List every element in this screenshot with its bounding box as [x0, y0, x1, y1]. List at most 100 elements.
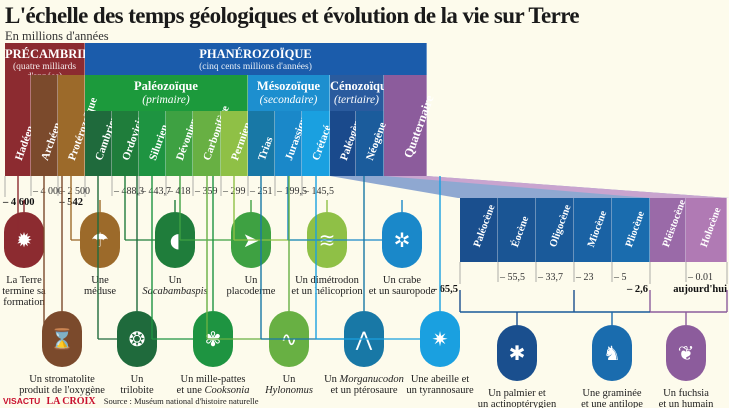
jellyfish-icon: ☂	[91, 228, 109, 252]
period-band: Permien	[221, 111, 254, 176]
event-label-text: et un ptérosaure	[330, 385, 398, 396]
event-label-text: Un palmier et	[488, 388, 546, 399]
period-band: Hadéen	[5, 75, 36, 176]
boundary-label: aujourd'hui	[673, 284, 727, 295]
event-label: Un mille-pattes et une Cooksonia	[158, 374, 268, 396]
antelope-grass-icon: ♞	[603, 341, 621, 365]
event-label: Une méduse	[45, 275, 155, 297]
event-label-text: Un	[130, 374, 144, 385]
epoch-band: Miocène	[574, 198, 612, 262]
event-label-text: et une	[176, 385, 205, 396]
event-label-text: trilobite	[120, 385, 154, 396]
era-note: (secondaire)	[259, 94, 318, 106]
period-band: Archéen	[31, 75, 64, 176]
event-label-text: Une	[91, 275, 109, 286]
event-label: La Terre termine sa formation	[0, 275, 79, 308]
page-title: L'échelle des temps géologiques et évolu…	[5, 3, 580, 28]
event-icon-pill: ✲	[382, 212, 422, 268]
boundary-label: – 23	[576, 272, 594, 283]
event-icon-pill: ❦	[666, 325, 706, 381]
boundary-label: – 65,5	[431, 284, 458, 295]
event-label: Un placoderme	[196, 275, 306, 297]
event-label-text: Un	[324, 374, 340, 385]
la-croix-logo: LA CROIX	[46, 396, 96, 407]
boundary-label: – 4 000	[33, 186, 63, 197]
event-icon-pill: ✱	[497, 325, 537, 381]
earth-impact-icon: ✹	[15, 228, 33, 252]
period-band: Jurassique	[275, 110, 311, 176]
event-label-text: Un	[282, 374, 296, 385]
boundary-label: – 488,3	[114, 186, 144, 197]
event-label-text: Une graminée	[582, 388, 642, 399]
boundary-label: – 145,5	[304, 186, 334, 197]
epoch-band: Pliocène	[612, 198, 650, 262]
period-band: Ordovicien	[112, 109, 149, 176]
event-label: Un Morganucodon et un ptérosaure	[309, 374, 419, 396]
zoom-fan-quaternary	[384, 176, 729, 198]
eon-note: (cinq cents millions d'années)	[199, 62, 312, 72]
period-band: Silurien	[139, 111, 171, 176]
boundary-label: – 443,7	[141, 186, 171, 197]
event-label-text: placoderme	[226, 286, 276, 297]
event-label-text: Cooksonia	[204, 385, 250, 396]
event-icon-pill: ♞	[592, 325, 632, 381]
event-label: Un palmier et un actinoptérygien	[462, 388, 572, 408]
event-label-text: Un stromatolite	[29, 374, 95, 385]
event-label-text: Morganucodon	[339, 374, 404, 385]
event-label: Un Hylonomus	[234, 374, 344, 396]
epoch-band: Oligocène	[536, 198, 574, 262]
event-label-text: termine sa	[2, 286, 46, 297]
event-label: Un trilobite	[82, 374, 192, 396]
boundary-label: – 4 600	[3, 197, 35, 208]
crab-sauropod-icon: ✲	[393, 228, 411, 252]
event-icon-pill: ✷	[420, 311, 460, 367]
event-label-text: Un crabe	[382, 275, 422, 286]
event-label-text: Un mille-pattes	[180, 374, 246, 385]
epoch-band: Paléocène	[460, 198, 498, 262]
event-label-text: et une antilope	[581, 399, 643, 408]
boundary-label: – 55,5	[500, 272, 525, 283]
period-band: Dévonien	[166, 111, 200, 176]
fetus-fuchsia-icon: ❦	[677, 341, 695, 365]
event-label-text: Un	[244, 275, 258, 286]
event-label-text: méduse	[83, 286, 117, 297]
era-band: Paléozoïque (primaire)	[85, 75, 248, 111]
eon-name: PRÉCAMBRIEN	[5, 47, 100, 61]
boundary-label: – 199,5	[277, 186, 307, 197]
event-label-text: et un sauropode	[368, 286, 436, 297]
event-label-text: Un	[168, 275, 182, 286]
event-icon-pill: ⌛	[42, 311, 82, 367]
period-band: Crétacé	[302, 111, 334, 176]
event-label-text: Une abeille et	[410, 374, 470, 385]
period-band: Protérozoïque	[58, 75, 100, 176]
eon-band: PHANÉROZOÏQUE (cinq cents millions d'anné…	[85, 43, 427, 75]
fish-icon: ◖	[169, 228, 181, 252]
boundary-label: – 2 500	[60, 186, 90, 197]
event-label-text: Hylonomus	[265, 385, 313, 396]
epoch-band: Éocène	[498, 198, 536, 262]
period-band: Néogène	[356, 111, 389, 176]
event-label-text: Un dimétrodon	[295, 275, 359, 286]
event-label: Un dimétrodon et un hélicoprion	[272, 275, 382, 297]
footer: VISACTU LA CROIX Source : Muséum nationa…	[3, 396, 258, 407]
event-label: Une abeille et un tyrannosaure	[385, 374, 495, 396]
era-note: (tertiaire)	[334, 94, 379, 106]
epoch-band: Pléistocène	[650, 198, 688, 262]
era-band: Mésozoïque (secondaire)	[248, 75, 330, 111]
event-label-text: un actinoptérygien	[477, 399, 557, 408]
event-icon-pill: ❂	[117, 311, 157, 367]
boundary-label: – 33,7	[538, 272, 563, 283]
event-label: Une graminée et une antilope	[557, 388, 667, 408]
era-name: Cénozoïque	[330, 79, 393, 93]
event-label: Un fuchsia et un humain	[631, 388, 729, 408]
event-icon-pill: ☂	[80, 212, 120, 268]
period-band: Paléogène	[330, 111, 365, 176]
event-label-text: formation	[3, 297, 45, 308]
boundary-label: – 418	[168, 186, 191, 197]
event-label: Un Sacabambaspis	[120, 275, 230, 297]
event-label-text: et un hélicoprion	[291, 286, 363, 297]
era-band: Cénozoïque (tertiaire)	[330, 75, 393, 111]
epoch-band: Holocène	[686, 198, 727, 262]
